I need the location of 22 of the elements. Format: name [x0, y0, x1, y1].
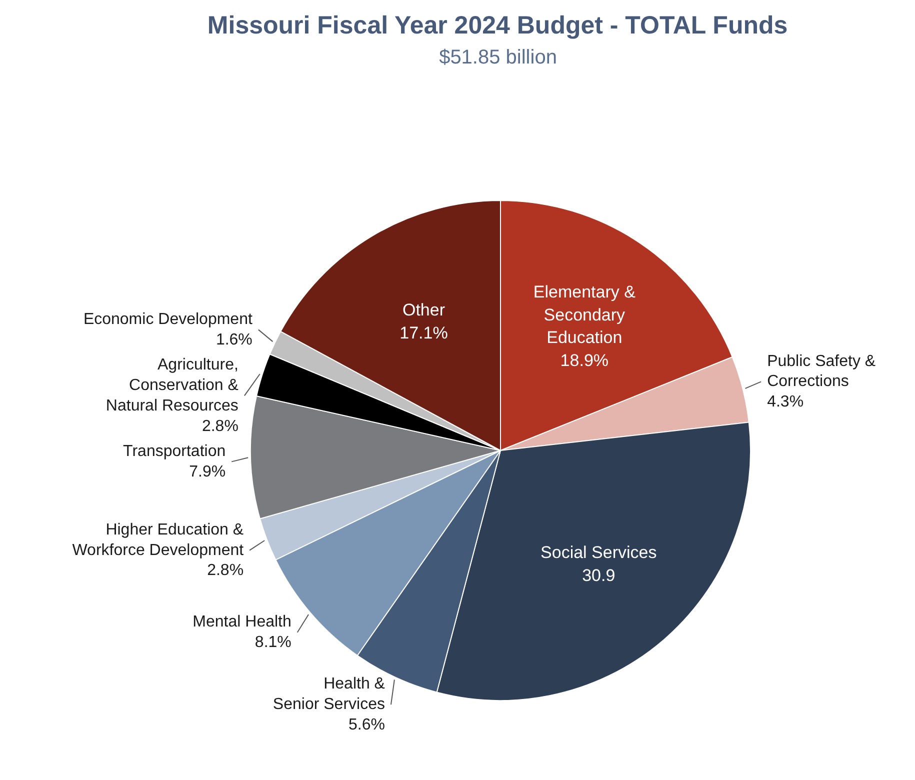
slice-label: Agriculture, Conservation & Natural Resources — [106, 356, 239, 414]
slice-label: Mental Health — [192, 614, 292, 631]
data-label: 5.6% — [348, 716, 385, 734]
slice-label: Public Safety & Corrections — [767, 352, 876, 390]
slice-label: Other — [402, 300, 446, 320]
data-label: 17.1% — [400, 324, 448, 343]
chart-title: Missouri Fiscal Year 2024 Budget - TOTAL Funds — [207, 12, 788, 40]
data-label: 8.1% — [254, 634, 292, 652]
data-label: 2.8% — [202, 418, 238, 435]
slice-label: Health & Senior Services — [272, 676, 386, 714]
slice-label: Transportation — [123, 442, 226, 460]
slice-label: Elementary & Secondary Education — [533, 282, 636, 348]
chart-subtitle: $51.85 billion — [439, 46, 557, 68]
data-label: 30.9 — [582, 566, 616, 585]
data-label: 4.3% — [767, 394, 804, 411]
slice-label: Higher Education & Workforce Development — [72, 521, 244, 559]
slice-label: Social Services — [540, 543, 657, 562]
data-label: 2.8% — [207, 562, 244, 580]
slice-label: Economic Development — [83, 310, 253, 328]
data-label: 1.6% — [216, 331, 252, 348]
data-label: 18.9% — [560, 350, 609, 370]
data-label: 7.9% — [189, 463, 226, 480]
